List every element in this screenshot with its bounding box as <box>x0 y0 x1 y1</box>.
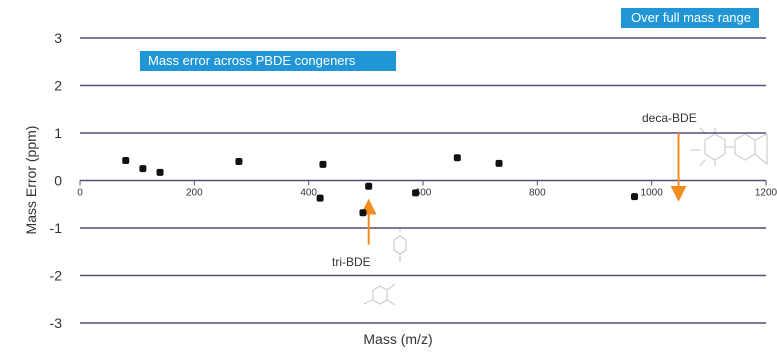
data-point <box>316 194 324 202</box>
x-tick-label: 800 <box>529 188 546 199</box>
x-tick-label: 1000 <box>641 188 664 199</box>
y-tick-label: -1 <box>50 220 63 236</box>
data-point <box>412 189 420 197</box>
data-point <box>235 158 243 165</box>
x-tick-label: 1200 <box>755 188 777 199</box>
data-point <box>631 193 639 201</box>
data-points <box>122 154 639 217</box>
data-point <box>495 159 503 167</box>
tri-bde-structure-image <box>363 228 407 306</box>
x-tick-label: 0 <box>77 188 83 199</box>
grid-lines <box>80 37 766 324</box>
y-axis-label: Mass Error (ppm) <box>23 126 39 235</box>
y-tick-label: 3 <box>54 30 62 46</box>
y-tick-label: -3 <box>50 315 63 331</box>
data-point <box>139 165 147 173</box>
deca-bde-structure-image <box>690 127 768 167</box>
full-mass-range-banner: Over full mass range <box>621 8 759 28</box>
y-tick-label: 2 <box>54 78 62 94</box>
tri-bde-label: tri-BDE <box>332 255 371 269</box>
mass-error-banner: Mass error across PBDE congeners <box>140 51 396 71</box>
y-axis-ticks: 3 2 1 0 -1 -2 -3 <box>50 30 63 331</box>
deca-bde-label: deca-BDE <box>642 111 697 125</box>
x-tick-label: 400 <box>300 188 317 199</box>
y-tick-label: -2 <box>50 268 63 284</box>
x-axis-ticks: 0 200 400 600 800 1000 1200 <box>77 180 777 199</box>
data-point <box>359 209 367 217</box>
data-point <box>156 168 164 176</box>
y-tick-label: 0 <box>54 173 62 189</box>
y-tick-label: 1 <box>54 125 62 141</box>
data-point <box>365 182 373 190</box>
x-axis-label: Mass (m/z) <box>363 331 432 347</box>
data-point <box>122 157 130 165</box>
annotation-arrows <box>360 133 687 245</box>
x-tick-label: 600 <box>415 188 432 199</box>
data-point <box>319 160 327 168</box>
x-tick-label: 200 <box>186 188 203 199</box>
data-point <box>453 154 461 162</box>
